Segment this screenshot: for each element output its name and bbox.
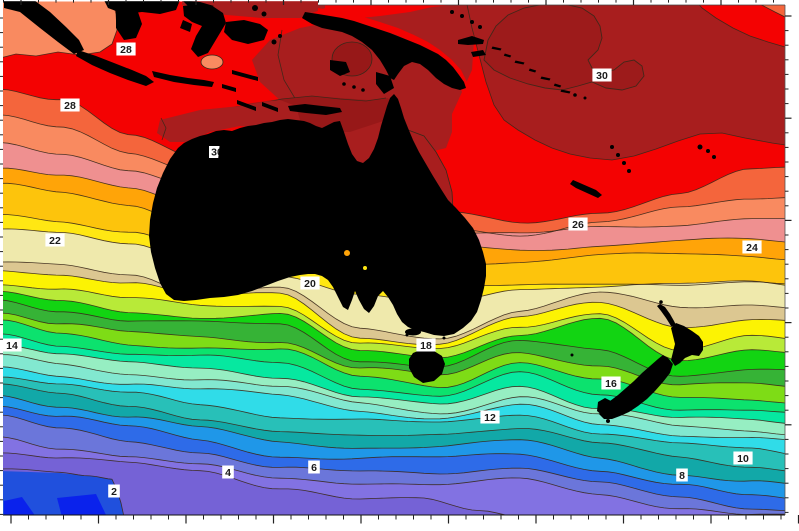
svg-text:10: 10 [737,453,749,465]
svg-text:28: 28 [64,100,76,112]
svg-text:26: 26 [572,219,584,231]
svg-text:28: 28 [120,44,132,56]
svg-text:22: 22 [49,235,61,247]
svg-text:8: 8 [679,470,685,482]
svg-text:30: 30 [596,70,608,82]
svg-text:24: 24 [746,242,758,254]
svg-text:12: 12 [484,412,496,424]
svg-text:30: 30 [211,147,223,159]
svg-text:16: 16 [605,378,617,390]
svg-text:4: 4 [225,467,231,479]
svg-text:6: 6 [311,462,317,474]
svg-text:18: 18 [420,340,432,352]
svg-text:14: 14 [6,340,18,352]
svg-text:2: 2 [111,486,117,498]
svg-text:20: 20 [304,278,316,290]
